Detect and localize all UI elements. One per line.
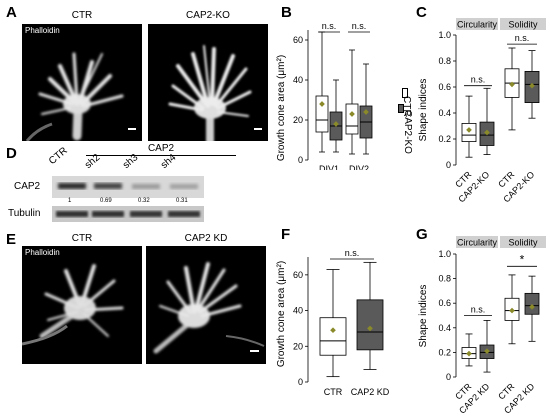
chart-f: Growth cone area (μm²) 0 20 40 60 CTR CAP2 KD… xyxy=(276,248,390,397)
panel-letter-e: E xyxy=(6,231,17,248)
y-tick-label: 0.6 xyxy=(438,298,451,308)
y-tick-label: 0 xyxy=(446,160,451,170)
micrograph-a-ko xyxy=(148,24,268,141)
panel-a-right-title: CAP2-KO xyxy=(186,10,230,21)
stain-label-e: Phalloidin xyxy=(25,248,60,257)
significance-label: n.s. xyxy=(471,305,486,315)
box-mean-marker xyxy=(529,304,535,310)
x-tick-label: CTR xyxy=(324,387,343,397)
significance-label: * xyxy=(520,252,525,266)
y-axis-label: Growth cone area (μm²) xyxy=(276,55,287,161)
y-tick-label: 0.2 xyxy=(438,134,451,144)
panel-e-left-title: CTR xyxy=(71,233,93,244)
legend-swatch-ko xyxy=(398,104,404,113)
lane-label: CTR xyxy=(46,145,70,167)
y-tick-label: 1.0 xyxy=(438,30,451,40)
y-tick-label: 0.6 xyxy=(438,82,451,92)
chart-g: Shape indices Circularity Solidity 0 0.2 0.4… xyxy=(418,236,546,416)
x-tick-label: DIV2 xyxy=(349,164,369,170)
legend-swatch-ctr xyxy=(402,88,408,98)
micrograph-e-kd xyxy=(146,246,266,364)
y-tick-label: 0.2 xyxy=(438,347,451,357)
group-header-bg xyxy=(500,236,546,248)
box-mean-marker xyxy=(484,129,490,136)
box-mean-marker xyxy=(509,81,515,88)
significance-label: n.s. xyxy=(471,75,486,85)
panel-letter-b: B xyxy=(281,4,292,21)
significance-label: n.s. xyxy=(322,21,337,31)
y-tick-label: 40 xyxy=(293,75,303,85)
blot-group-label: CAP2 xyxy=(147,143,175,154)
y-tick-label: 20 xyxy=(293,341,303,351)
lane-label: sh2 xyxy=(82,152,103,171)
box-mean-marker xyxy=(509,307,515,314)
legend-b: CTR xyxy=(400,88,414,168)
y-tick-label: 0.8 xyxy=(438,56,451,66)
quant-value: 0.69 xyxy=(100,198,112,204)
y-tick-label: 20 xyxy=(293,115,303,125)
box-iqr xyxy=(315,95,329,133)
panel-letter-d: D xyxy=(6,145,17,162)
stain-label-a: Phalloidin xyxy=(25,26,60,35)
y-tick-label: 40 xyxy=(293,306,303,316)
panel-e-right-title: CAP2 KD xyxy=(184,233,228,244)
box-iqr xyxy=(524,292,540,315)
y-tick-label: 1.0 xyxy=(438,249,451,259)
group-header-bg xyxy=(500,18,546,30)
blot-group-line xyxy=(86,155,236,156)
group-header-bg xyxy=(456,236,498,248)
group-header-bg xyxy=(456,18,498,30)
box-mean-marker xyxy=(466,127,472,133)
micrograph-a-ctr: Phalloidin xyxy=(22,24,142,141)
y-axis-label: Growth cone area (μm²) xyxy=(276,261,287,367)
box-iqr xyxy=(345,103,359,135)
box-mean-marker xyxy=(484,348,490,354)
box-mean-marker xyxy=(349,111,355,117)
x-tick-label: CAP2 KD xyxy=(351,387,390,397)
micrograph-e-ctr: Phalloidin xyxy=(22,246,142,364)
box-iqr xyxy=(319,317,347,356)
blot-quant-row: 1 0.69 0.32 0.31 xyxy=(52,198,204,206)
blot-tubulin-strip xyxy=(52,206,204,222)
blot-lane-labels: CTR sh2 sh3 sh4 xyxy=(46,145,248,172)
blot-cap2-strip xyxy=(52,176,204,198)
quant-value: 1 xyxy=(68,198,72,204)
group-header-label: Circularity xyxy=(457,238,498,248)
group-header-label: Solidity xyxy=(508,20,538,30)
box-mean-marker xyxy=(367,325,373,332)
group-header-label: Solidity xyxy=(508,238,538,248)
significance-label: n.s. xyxy=(515,33,530,43)
panel-a-left-title: CTR xyxy=(71,10,93,21)
box-iqr xyxy=(356,299,384,351)
lane-label: sh4 xyxy=(158,152,179,171)
y-tick-label: 0 xyxy=(298,155,303,165)
y-tick-label: 60 xyxy=(293,270,303,280)
y-axis-label: Shape indices xyxy=(418,285,429,348)
y-tick-label: 0.8 xyxy=(438,274,451,284)
panel-letter-f: F xyxy=(281,226,291,243)
blot-row-label-cap2: CAP2 xyxy=(14,181,41,192)
chart-b: Growth cone area (μm²) 0 20 40 60 DIV1 n.s. DI… xyxy=(276,21,373,170)
significance-label: n.s. xyxy=(352,21,367,31)
lane-label: sh3 xyxy=(120,152,141,171)
significance-label: n.s. xyxy=(345,248,360,258)
group-header-label: Circularity xyxy=(457,20,498,30)
y-axis-label: Shape indices xyxy=(418,79,429,142)
y-tick-label: 0 xyxy=(446,372,451,382)
y-tick-label: 0 xyxy=(298,377,303,387)
x-tick-label: DIV1 xyxy=(319,164,339,170)
panel-letter-a: A xyxy=(6,4,17,21)
y-tick-label: 0.4 xyxy=(438,323,451,333)
panel-letter-c: C xyxy=(416,4,427,21)
quant-value: 0.31 xyxy=(176,198,188,204)
panel-letter-g: G xyxy=(416,226,428,243)
y-tick-label: 60 xyxy=(293,35,303,45)
box-mean-marker xyxy=(529,82,535,89)
quant-value: 0.32 xyxy=(138,198,150,204)
y-tick-label: 0.4 xyxy=(438,108,451,118)
blot-row-label-tubulin: Tubulin xyxy=(8,208,41,219)
chart-c: Shape indices Circularity Solidity 0 0.2 0.4… xyxy=(418,18,546,204)
box-mean-marker xyxy=(363,109,369,115)
